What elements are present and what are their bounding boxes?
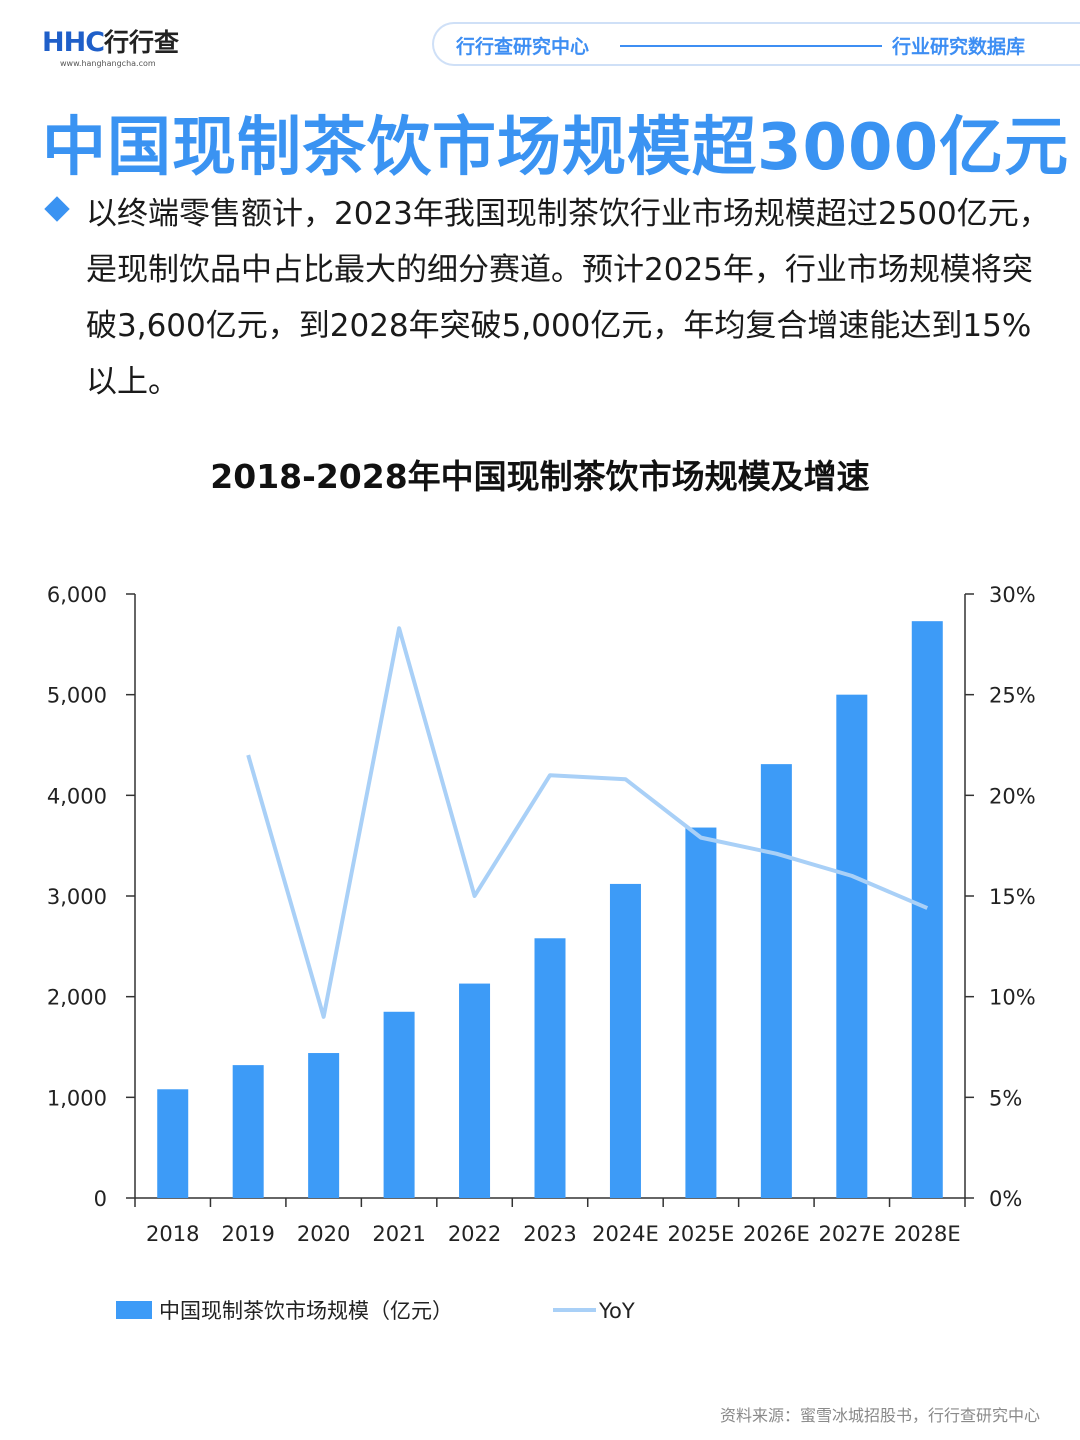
- logo-text: HHC: [42, 27, 105, 58]
- topbar-right-label: 行业研究数据库: [892, 36, 1026, 58]
- bar-2024E: [609, 883, 641, 1198]
- description: 以终端零售额计，2023年我国现制茶饮行业市场规模超过2500亿元，是现制饮品中…: [86, 196, 1050, 400]
- logo-mark: HHC行行查: [42, 28, 192, 58]
- logo-url: www.hanghangcha.com: [60, 59, 156, 68]
- chart-title: 2018-2028年中国现制茶饮市场规模及增速: [210, 457, 870, 496]
- bar-2027E: [836, 694, 868, 1198]
- bar-2028E: [911, 621, 943, 1198]
- x-tick-label: 2028E: [894, 1222, 961, 1246]
- x-tick-label: 2025E: [668, 1222, 735, 1246]
- legend-label-bars: 中国现制茶饮市场规模（亿元）: [159, 1299, 453, 1323]
- x-tick-label: 2021: [372, 1222, 425, 1246]
- x-tick-label: 2023: [523, 1222, 576, 1246]
- y-left-tick-label: 4,000: [47, 784, 107, 808]
- y-left-tick-label: 5,000: [47, 684, 107, 708]
- bar-2019: [232, 1065, 264, 1198]
- y-right-tick-label: 25%: [989, 684, 1036, 708]
- combo-chart: 0 1,000 2,000 3,000 4,000 5,000 6,000 0% 5% 10% 15…: [47, 583, 1036, 1323]
- legend-swatch-bars: [116, 1301, 152, 1319]
- source-note: 资料来源：蜜雪冰城招股书，行行查研究中心: [719, 1406, 1040, 1425]
- y-left-tick-label: 3,000: [47, 885, 107, 909]
- x-tick-label: 2018: [146, 1222, 199, 1246]
- x-tick-label: 2026E: [743, 1222, 810, 1246]
- y-left-tick-label: 6,000: [47, 583, 107, 607]
- bar-2021: [383, 1011, 415, 1198]
- y-right-tick-label: 0%: [989, 1187, 1022, 1211]
- bar-2022: [459, 983, 491, 1198]
- y-right-tick-label: 20%: [989, 784, 1036, 808]
- logo-cn: 行行查: [104, 28, 180, 57]
- y-left-tick-label: 1,000: [47, 1086, 107, 1110]
- topbar-divider: [620, 45, 882, 47]
- y-right-tick-label: 15%: [989, 885, 1036, 909]
- y-left-tick-label: 2,000: [47, 986, 107, 1010]
- logo: HHC行行查 www.hanghangcha.com: [42, 28, 192, 72]
- x-tick-label: 2019: [221, 1222, 274, 1246]
- topbar: 行行查研究中心 行业研究数据库: [432, 22, 1080, 66]
- y-left-tick-label: 0: [94, 1187, 107, 1211]
- x-tick-label: 2022: [448, 1222, 501, 1246]
- headline: 中国现制茶饮市场规模超3000亿元: [42, 111, 1070, 185]
- topbar-left-label: 行行查研究中心: [456, 36, 590, 58]
- x-tick-label: 2024E: [592, 1222, 659, 1246]
- bar-2026E: [760, 764, 792, 1198]
- bar-2018: [157, 1089, 189, 1198]
- y-right-tick-label: 10%: [989, 986, 1036, 1010]
- bar-2023: [534, 938, 566, 1198]
- x-tick-label: 2027E: [818, 1222, 885, 1246]
- yoy-line: [246, 626, 929, 1019]
- legend-label-line: YoY: [598, 1299, 635, 1323]
- bullet-diamond-icon: [44, 196, 70, 222]
- bar-2025E: [685, 827, 717, 1198]
- y-right-tick-label: 30%: [989, 583, 1036, 607]
- y-right-tick-label: 5%: [989, 1086, 1022, 1110]
- x-tick-label: 2020: [297, 1222, 350, 1246]
- bar-2020: [308, 1053, 340, 1198]
